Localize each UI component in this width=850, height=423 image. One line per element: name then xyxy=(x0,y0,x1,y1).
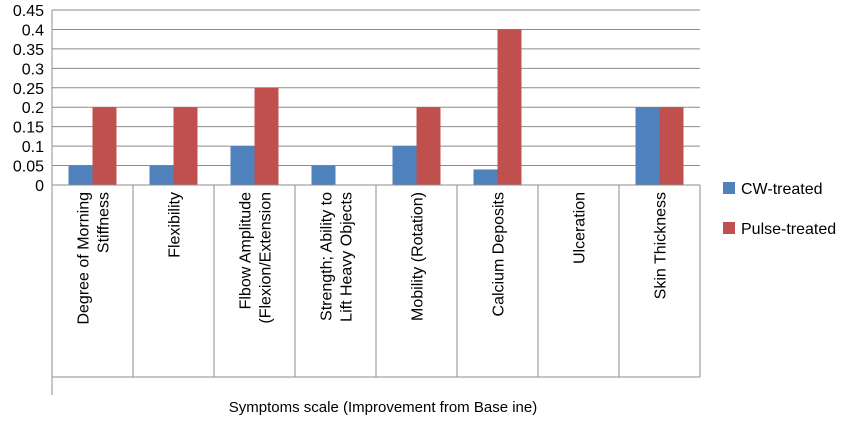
x-tick-label: Mobility (Rotation) xyxy=(410,192,427,321)
bar-pulse-treated-2 xyxy=(254,87,279,185)
x-tick-label: Skin Thickness xyxy=(653,192,670,299)
legend-label: CW-treated xyxy=(741,181,823,198)
x-tick-label: Strength; Ability to Lift Heavy Objects xyxy=(319,192,356,322)
axis-frame xyxy=(51,10,701,395)
y-axis-ticks: 0 0.05 0.1 0.15 0.2 0.25 0.3 0.35 0.4 0.45 xyxy=(13,3,44,195)
y-tick-label: 0.1 xyxy=(22,139,44,156)
bar-pulse-treated-7 xyxy=(659,107,684,185)
bar-cw-treated-7 xyxy=(635,107,660,185)
bar-cw-treated-0 xyxy=(68,165,93,185)
x-tick-label: Ulceration xyxy=(572,192,589,264)
bars xyxy=(68,29,684,186)
bar-cw-treated-4 xyxy=(392,146,417,185)
legend-label: Pulse-treated xyxy=(741,221,836,238)
legend: CW-treated Pulse-treated xyxy=(723,181,836,238)
x-tick-label: Calcium Deposits xyxy=(491,192,508,316)
y-tick-label: 0.25 xyxy=(13,81,44,98)
bar-pulse-treated-0 xyxy=(92,107,117,185)
y-tick-label: 0.4 xyxy=(22,22,44,39)
x-axis-title: Symptoms scale (Improvement from Base in… xyxy=(229,399,537,416)
legend-swatch xyxy=(723,182,735,194)
x-axis-category-labels: Degree of Morning Stiffness Flexibility Flb… xyxy=(76,192,670,325)
x-tick-label: Degree of Morning Stiffness xyxy=(76,192,113,325)
bar-cw-treated-3 xyxy=(311,165,336,185)
svg-text:Mobility (Rotation): Mobility (Rotation) xyxy=(410,192,427,321)
svg-text:Skin Thickness: Skin Thickness xyxy=(653,192,670,299)
svg-text:Calcium Deposits: Calcium Deposits xyxy=(491,192,508,316)
y-tick-label: 0.05 xyxy=(13,159,44,176)
svg-text:Flbow Amplitude(Flexion/Extens: Flbow Amplitude (Flexion/Extension xyxy=(238,192,275,324)
y-tick-label: 0.15 xyxy=(13,120,44,137)
y-tick-label: 0.3 xyxy=(22,61,44,78)
x-tick-label: Flexibility xyxy=(167,192,184,258)
y-tick-label: 0 xyxy=(35,178,44,195)
legend-swatch xyxy=(723,222,735,234)
bar-pulse-treated-4 xyxy=(416,107,441,185)
y-tick-label: 0.2 xyxy=(22,100,44,117)
bar-cw-treated-5 xyxy=(473,169,498,185)
bar-cw-treated-1 xyxy=(149,165,174,185)
svg-text:Ulceration: Ulceration xyxy=(572,192,589,264)
bar-pulse-treated-1 xyxy=(173,107,198,185)
y-tick-label: 0.35 xyxy=(13,42,44,59)
bar-pulse-treated-5 xyxy=(497,29,522,186)
gridlines xyxy=(52,9,700,167)
svg-text:Flexibility: Flexibility xyxy=(167,192,184,258)
y-tick-label: 0.45 xyxy=(13,3,44,20)
x-tick-label: Flbow Amplitude (Flexion/Extension xyxy=(238,192,275,324)
bar-cw-treated-2 xyxy=(230,146,255,185)
